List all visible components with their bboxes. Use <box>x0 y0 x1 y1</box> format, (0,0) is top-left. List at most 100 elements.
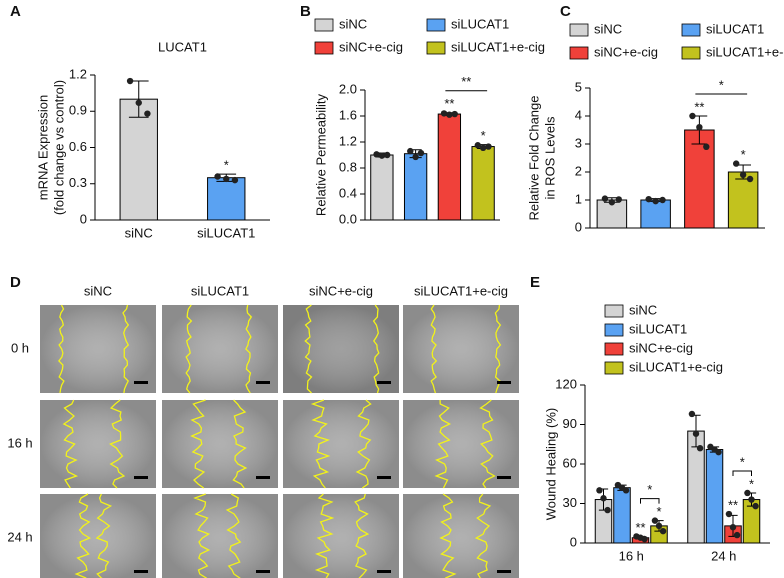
chart-title: LUCAT1 <box>158 39 207 54</box>
scale-bar <box>134 570 148 573</box>
micrograph-shade <box>403 305 519 393</box>
y-tick-label: 1.2 <box>339 133 357 148</box>
data-point <box>652 197 659 205</box>
bar <box>705 449 724 544</box>
legend-label: siLUCAT1+e-cig <box>706 44 784 59</box>
bracket-label: * <box>647 482 652 497</box>
y-tick-label: 1 <box>575 191 582 206</box>
bracket-label: * <box>719 77 724 92</box>
significance-label: * <box>749 476 754 491</box>
scale-bar <box>256 476 270 479</box>
data-point <box>231 176 239 184</box>
data-point <box>451 110 458 118</box>
data-point <box>384 151 391 159</box>
data-point <box>214 173 221 180</box>
wound-edge <box>225 493 242 578</box>
legend-label: siLUCAT1+e-cig <box>451 39 545 54</box>
bar <box>403 153 428 221</box>
data-point <box>474 142 481 149</box>
bar <box>437 113 462 221</box>
y-tick-label: 90 <box>563 416 577 431</box>
data-point <box>659 527 667 535</box>
panel-label: B <box>300 3 311 20</box>
wound-edge <box>109 399 126 489</box>
bracket <box>640 498 660 504</box>
data-point <box>645 195 652 203</box>
wound-edge <box>95 493 113 578</box>
legend-label: siNC <box>594 21 622 36</box>
data-point <box>604 506 611 514</box>
panel-label: A <box>10 3 21 20</box>
data-point <box>600 495 607 502</box>
legend-swatch <box>314 18 334 32</box>
significance-label: * <box>224 158 229 173</box>
y-tick-label: 30 <box>563 495 577 510</box>
data-point <box>596 487 603 494</box>
y-tick-label: 120 <box>555 376 577 391</box>
bracket-label: ** <box>461 74 471 89</box>
micrograph-shade <box>283 494 399 578</box>
micrograph-shade <box>40 494 156 578</box>
wound-edge <box>304 304 313 394</box>
bracket <box>732 470 752 476</box>
y-tick-label: 0.6 <box>69 139 87 154</box>
bracket-label: * <box>740 454 745 469</box>
data-point <box>729 524 737 531</box>
y-tick-label: 0 <box>80 211 87 226</box>
bar <box>727 171 759 229</box>
scale-bar <box>256 570 270 573</box>
scale-bar <box>497 570 511 573</box>
column-label: siNC <box>84 283 112 298</box>
legend-swatch <box>604 304 624 318</box>
wound-edge <box>494 304 502 394</box>
data-point <box>696 124 703 131</box>
scale-bar <box>377 381 391 384</box>
significance-label: * <box>741 147 746 162</box>
scale-bar <box>377 476 391 479</box>
data-point <box>485 143 492 150</box>
significance-label: * <box>656 504 661 519</box>
data-point <box>688 410 696 418</box>
wound-edge <box>354 493 370 578</box>
data-point <box>407 147 414 155</box>
wound-edge <box>74 493 92 578</box>
micrograph-shade <box>162 494 278 578</box>
data-point <box>373 151 380 158</box>
wound-edge <box>372 304 380 394</box>
data-point <box>601 195 609 202</box>
y-tick-label: 3 <box>575 135 582 150</box>
wound-edge <box>193 493 211 578</box>
data-point <box>725 510 733 518</box>
bar <box>471 146 495 221</box>
significance-label: * <box>481 128 486 143</box>
panel-label: E <box>530 274 540 291</box>
bar <box>119 98 158 221</box>
data-point <box>739 171 747 178</box>
data-point <box>748 496 755 503</box>
scale-bar <box>497 381 511 384</box>
legend-label: siNC <box>339 16 367 31</box>
wound-edge <box>310 399 331 489</box>
legend-swatch <box>681 46 701 60</box>
y-tick-label: 0.8 <box>339 159 357 174</box>
y-axis-label: in ROS Levels <box>542 116 557 200</box>
y-tick-label: 0.9 <box>69 103 87 118</box>
wound-edge <box>245 304 253 394</box>
legend-swatch <box>604 361 624 375</box>
y-tick-label: 0.3 <box>69 175 87 190</box>
y-tick-label: 5 <box>575 79 582 94</box>
y-tick-label: 2 <box>575 163 582 178</box>
data-point <box>135 99 142 106</box>
bar <box>370 154 394 221</box>
significance-label: ** <box>728 497 738 512</box>
significance-label: ** <box>444 96 454 111</box>
y-tick-label: 1.6 <box>339 107 357 122</box>
y-axis-label: Wound Healing (%) <box>543 408 558 520</box>
legend-swatch <box>681 23 701 37</box>
data-point <box>689 112 696 120</box>
micrograph-shade <box>40 400 156 488</box>
legend-label: siNC+e-cig <box>594 44 658 59</box>
micrograph-shade <box>403 494 519 578</box>
y-axis-label: (fold change vs control) <box>51 80 66 215</box>
